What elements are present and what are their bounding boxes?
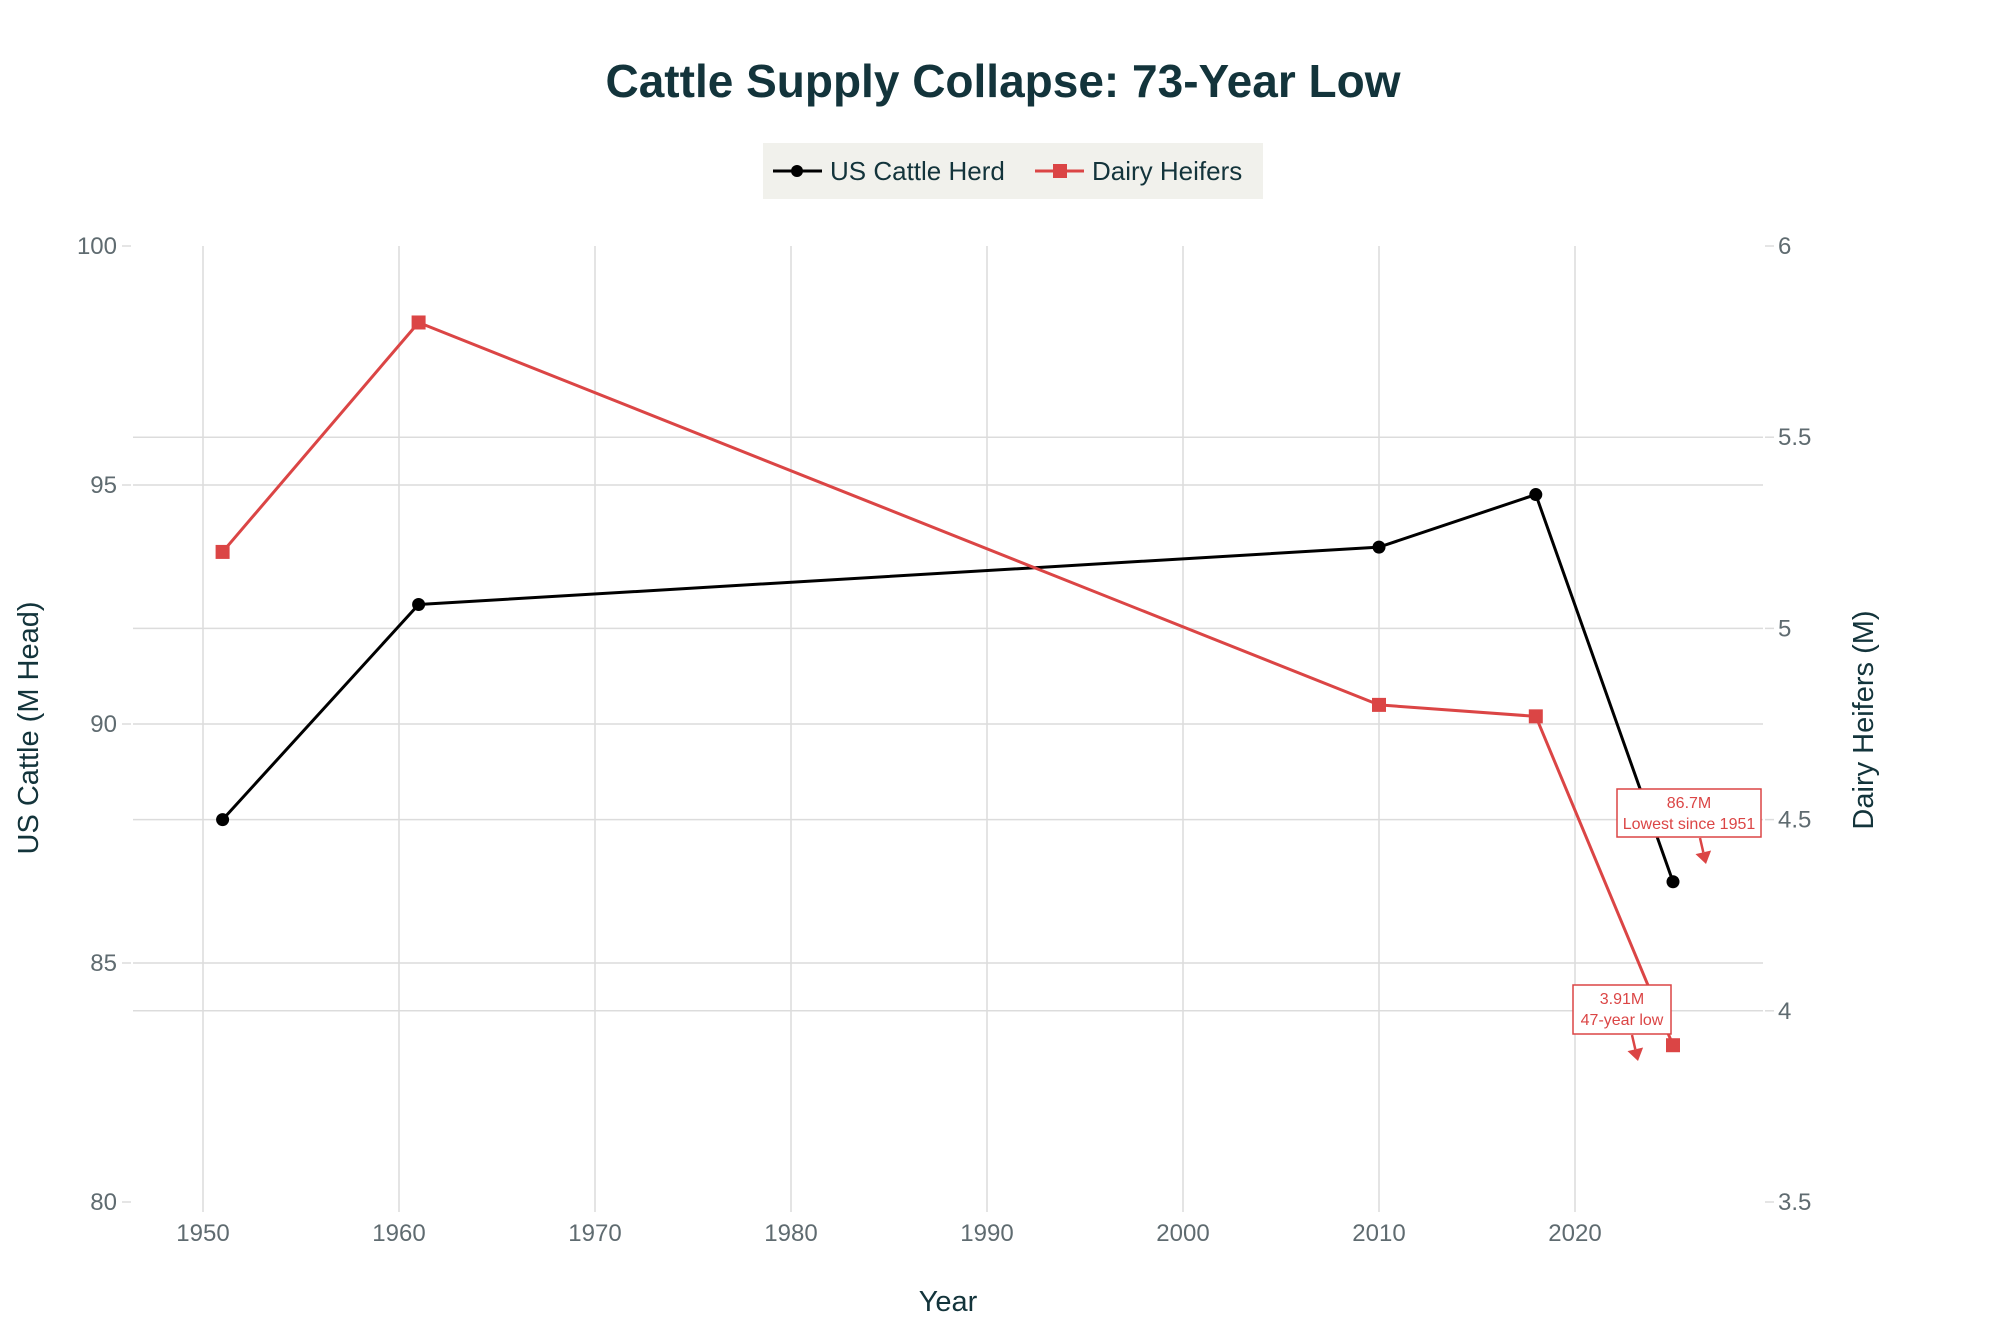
annotation-text: Lowest since 1951 xyxy=(1623,816,1756,833)
data-point xyxy=(1528,709,1543,724)
annotation-arrow-shaft xyxy=(1630,1034,1637,1050)
y2-tick-label: 6 xyxy=(1778,233,1791,260)
x-tick-label: 1970 xyxy=(568,1220,621,1247)
legend-item-us-cattle-herd[interactable]: US Cattle Herd xyxy=(773,156,1005,186)
data-point xyxy=(412,598,426,611)
annotations: 86.7M Lowest since 1951 3.91M 47-year low xyxy=(1572,788,1762,1061)
x-tick-label: 1950 xyxy=(176,1220,229,1247)
y2-tick-label: 5.5 xyxy=(1778,424,1811,451)
data-point xyxy=(215,544,230,559)
legend-background xyxy=(763,143,1263,199)
x-tick-label: 1960 xyxy=(372,1220,425,1247)
series-dairy-heifers xyxy=(215,315,1680,1053)
annotation-arrow-head-icon xyxy=(1695,850,1712,864)
x-axis-ticks: 1950 1960 1970 1980 1990 2000 2010 2020 xyxy=(176,1220,1601,1247)
data-point xyxy=(411,315,426,330)
x-tick-label: 1980 xyxy=(764,1220,817,1247)
x-axis-title: Year xyxy=(919,1286,978,1318)
y-tick-label: 85 xyxy=(90,950,117,977)
y2-tick-label: 3.5 xyxy=(1778,1189,1811,1216)
y2-tick-label: 4 xyxy=(1778,998,1791,1025)
x-tick-label: 2000 xyxy=(1156,1220,1209,1247)
data-point xyxy=(1529,488,1543,502)
annotation-box xyxy=(1616,788,1762,838)
y2-tick-label: 4.5 xyxy=(1778,807,1811,834)
data-point xyxy=(216,813,230,827)
annotation: 86.7M Lowest since 1951 xyxy=(1616,788,1762,864)
y-axis-title: US Cattle (M Head) xyxy=(13,601,45,854)
annotation-text: 86.7M xyxy=(1667,795,1711,812)
annotation-arrow-head-icon xyxy=(1627,1047,1644,1061)
y2-axis-ticks: 3.5 4 4.5 5 5.5 6 xyxy=(1765,233,1811,1216)
y-axis-ticks: 80 85 90 95 100 xyxy=(77,233,131,1216)
y2-gridlines xyxy=(133,436,1763,1012)
data-point xyxy=(1372,540,1386,554)
legend-square-marker-icon xyxy=(1053,164,1067,178)
data-point xyxy=(1666,875,1680,889)
x-tick-label: 2020 xyxy=(1548,1220,1601,1247)
data-point xyxy=(1666,1038,1680,1053)
legend-circle-marker-icon xyxy=(791,165,803,177)
y-tick-label: 95 xyxy=(90,472,117,499)
y2-axis-title: Dairy Heifers (M) xyxy=(1848,610,1880,829)
legend: US Cattle Herd Dairy Heifers xyxy=(763,143,1263,199)
annotation-text: 3.91M xyxy=(1600,991,1644,1008)
series-layer xyxy=(215,315,1680,1053)
y-tick-label: 100 xyxy=(77,233,117,260)
annotation-arrow-shaft xyxy=(1698,837,1705,853)
annotation: 3.91M 47-year low xyxy=(1572,984,1672,1061)
y-gridlines xyxy=(133,484,1763,964)
y2-tick-label: 5 xyxy=(1778,615,1791,642)
chart-title: Cattle Supply Collapse: 73-Year Low xyxy=(606,55,1401,107)
series-us-cattle-herd xyxy=(216,488,1680,889)
annotation-box xyxy=(1572,984,1672,1035)
legend-label: Dairy Heifers xyxy=(1092,156,1242,186)
x-tick-label: 2010 xyxy=(1352,1220,1405,1247)
legend-item-dairy-heifers[interactable]: Dairy Heifers xyxy=(1035,156,1242,186)
x-tick-label: 1990 xyxy=(960,1220,1013,1247)
x-gridlines xyxy=(202,246,1576,1212)
data-point xyxy=(1372,697,1386,712)
y-tick-label: 80 xyxy=(90,1189,117,1216)
annotation-text: 47-year low xyxy=(1581,1012,1664,1029)
legend-label: US Cattle Herd xyxy=(830,156,1005,186)
y-tick-label: 90 xyxy=(90,711,117,738)
